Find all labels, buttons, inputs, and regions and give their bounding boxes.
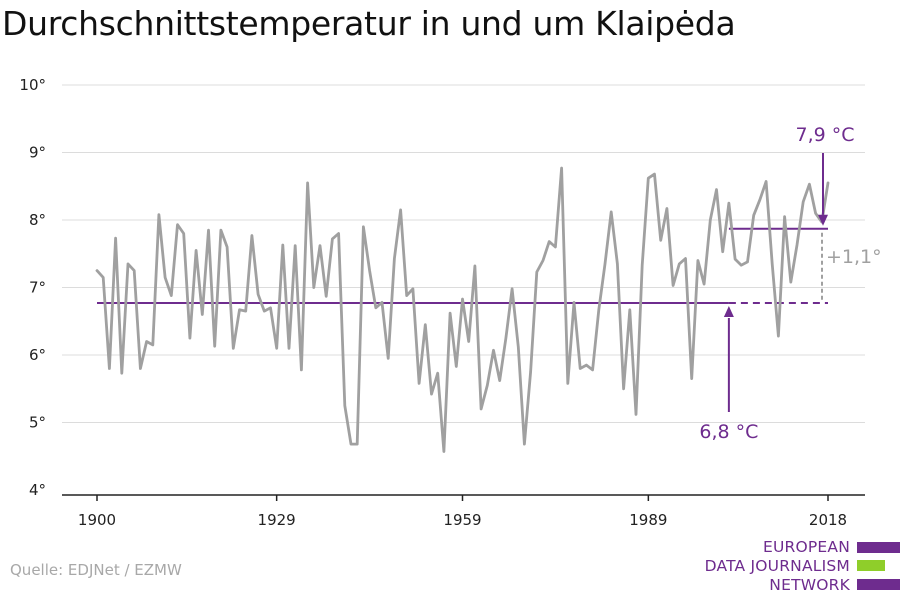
y-tick-label: 7° [29, 279, 46, 297]
y-tick-label: 9° [29, 144, 46, 162]
logo-bar-purple-bottom [857, 579, 900, 590]
logo-bar-green [857, 560, 885, 571]
logo-line-1: EUROPEAN [762, 538, 850, 556]
edjnet-logo: EUROPEAN DATA JOURNALISM NETWORK [700, 538, 900, 596]
temperature-series [95, 166, 830, 453]
annotations: 7,9 °C 6,8 °C +1,1° [699, 124, 881, 443]
x-tick-label: 1900 [78, 511, 116, 529]
y-axis-tick-labels: 4° 5° 6° 7° 8° 9° 10° [19, 76, 46, 499]
logo-bar-purple-top [857, 542, 900, 553]
chart-title: Durchschnittstemperatur in und um Klaipė… [2, 4, 736, 43]
high-arrow-head [818, 214, 828, 226]
x-tick-label: 2018 [809, 511, 847, 529]
y-tick-label: 6° [29, 346, 46, 364]
low-arrow-head [723, 306, 734, 318]
x-axis-tick-labels: 1900 1929 1959 1989 2018 [78, 511, 847, 529]
high-label: 7,9 °C [795, 124, 854, 146]
y-tick-label: 4° [29, 481, 46, 499]
logo-line-2: DATA JOURNALISM [704, 557, 850, 575]
x-tick-label: 1959 [443, 511, 481, 529]
logo-line-3: NETWORK [769, 576, 850, 594]
source-note: Quelle: EDJNet / EZMW [10, 561, 182, 579]
gridlines [62, 84, 865, 423]
x-tick-label: 1989 [629, 511, 667, 529]
x-axis [62, 494, 865, 501]
series-line-temperature [95, 166, 830, 453]
y-tick-label: 5° [29, 414, 46, 432]
low-label: 6,8 °C [699, 421, 758, 443]
x-tick-label: 1929 [258, 511, 296, 529]
y-tick-label: 8° [29, 211, 46, 229]
difference-label: +1,1° [826, 246, 882, 268]
y-tick-label: 10° [19, 76, 46, 94]
